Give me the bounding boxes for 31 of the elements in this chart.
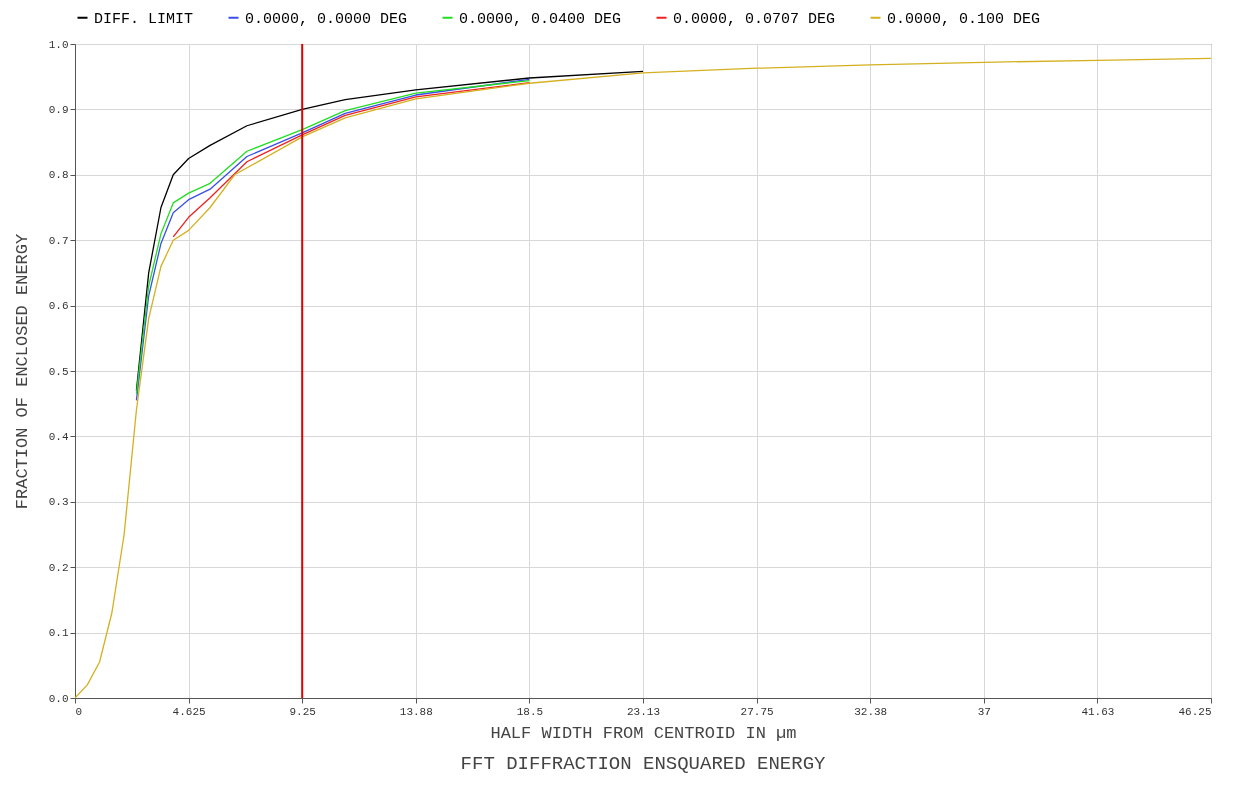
x-tick-label: 23.13 bbox=[626, 705, 661, 718]
legend-label: 0.0000, 0.0707 DEG bbox=[673, 10, 836, 28]
y-tick-label: 0.4 bbox=[48, 430, 69, 443]
x-tick-label: 0 bbox=[75, 705, 83, 718]
y-tick-label: 0.0 bbox=[48, 692, 69, 705]
legend-label: 0.0000, 0.0000 DEG bbox=[245, 10, 408, 28]
y-tick-label: 0.8 bbox=[48, 169, 69, 182]
y-tick-label: 1.0 bbox=[48, 38, 69, 51]
x-tick-label: 37 bbox=[977, 705, 991, 718]
y-tick-label: 0.6 bbox=[48, 300, 69, 313]
y-axis-title: FRACTION OF ENCLOSED ENERGY bbox=[12, 233, 32, 510]
x-tick-label: 41.63 bbox=[1081, 705, 1115, 718]
x-tick-label: 46.25 bbox=[1178, 705, 1212, 718]
x-tick-label: 13.88 bbox=[399, 705, 433, 718]
x-axis-title: HALF WIDTH FROM CENTROID IN µm bbox=[490, 723, 797, 743]
text: FFT DIFFRACTION ENSQUARED ENERGY bbox=[460, 753, 827, 775]
x-tick-label: 4.625 bbox=[172, 705, 206, 718]
legend-label: 0.0000, 0.100 DEG bbox=[887, 10, 1041, 28]
x-tick-label: 27.75 bbox=[740, 705, 774, 718]
y-tick-label: 0.7 bbox=[48, 234, 69, 247]
x-tick-label: 18.5 bbox=[516, 705, 544, 718]
y-tick-label: 0.5 bbox=[48, 365, 69, 378]
legend-label: DIFF. LIMIT bbox=[94, 10, 194, 28]
legend-label: 0.0000, 0.0400 DEG bbox=[459, 10, 622, 28]
y-tick-label: 0.2 bbox=[48, 561, 69, 574]
y-tick-label: 0.1 bbox=[48, 627, 69, 640]
line-series bbox=[172, 81, 531, 238]
y-tick-label: 0.9 bbox=[48, 103, 69, 116]
x-tick-label: 9.25 bbox=[289, 705, 316, 718]
x-tick-label: 32.38 bbox=[854, 705, 888, 718]
y-tick-label: 0.3 bbox=[48, 496, 69, 509]
